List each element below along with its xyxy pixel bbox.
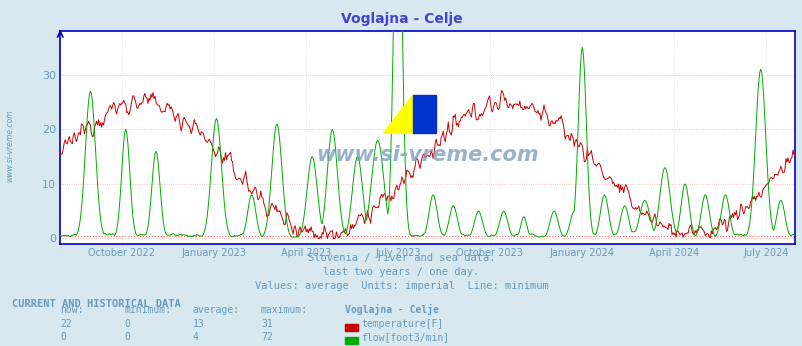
Text: 22: 22 [60,319,72,329]
Text: flow[foot3/min]: flow[foot3/min] [361,332,449,342]
Text: minimum:: minimum: [124,305,172,315]
Text: maximum:: maximum: [261,305,308,315]
Text: 0: 0 [60,332,66,342]
Text: 0: 0 [124,332,130,342]
Polygon shape [383,95,412,133]
Text: last two years / one day.: last two years / one day. [323,267,479,277]
Text: www.si-vreme.com: www.si-vreme.com [316,145,538,165]
Text: Voglajna - Celje: Voglajna - Celje [340,12,462,26]
Text: 0: 0 [124,319,130,329]
Text: average:: average: [192,305,240,315]
Text: www.si-vreme.com: www.si-vreme.com [6,109,14,182]
Text: 72: 72 [261,332,273,342]
Text: Voglajna - Celje: Voglajna - Celje [345,304,439,315]
Text: temperature[F]: temperature[F] [361,319,443,329]
Text: 4: 4 [192,332,198,342]
Text: CURRENT AND HISTORICAL DATA: CURRENT AND HISTORICAL DATA [12,299,180,309]
Polygon shape [412,95,435,133]
Text: 31: 31 [261,319,273,329]
Text: 13: 13 [192,319,205,329]
Text: now:: now: [60,305,83,315]
Text: Slovenia / river and sea data.: Slovenia / river and sea data. [307,253,495,263]
Text: Values: average  Units: imperial  Line: minimum: Values: average Units: imperial Line: mi… [254,281,548,291]
